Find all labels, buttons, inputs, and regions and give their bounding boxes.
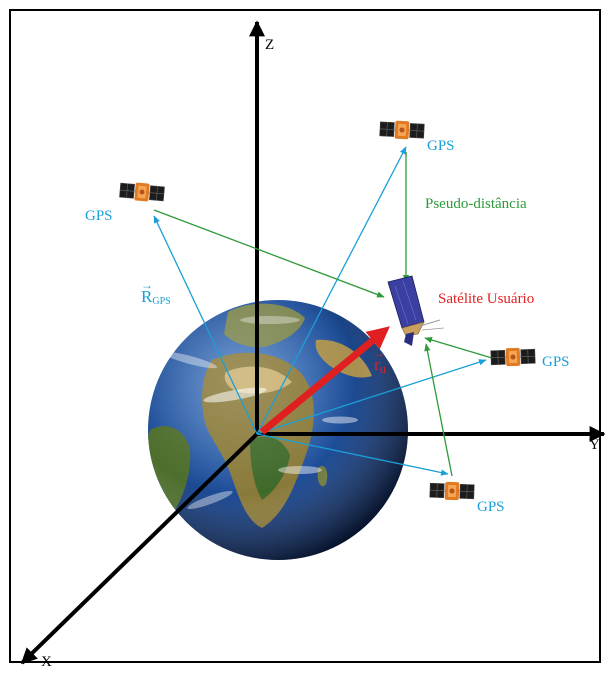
gps-label-left: GPS — [85, 208, 113, 224]
gps-label-top: GPS — [427, 138, 455, 154]
r-gps-vector-top — [256, 146, 407, 435]
r-gps-vector-left — [153, 215, 258, 435]
pseudo-range-vectors — [153, 152, 493, 477]
z-axis-label: Z — [265, 37, 275, 53]
diagram-frame — [9, 9, 601, 663]
r-u-vector — [259, 326, 390, 435]
gps-satellite-icon-top — [379, 119, 425, 141]
gps-satellite-icon-bottom — [429, 480, 475, 502]
earth-globe — [148, 300, 408, 560]
r-u-label: → ru — [373, 346, 387, 376]
gps-satellite-icon-left — [118, 180, 166, 204]
r-gps-vector-right — [256, 359, 487, 435]
pseudo-range-bottom — [424, 343, 453, 477]
gps-satellite-icon-right — [490, 346, 536, 368]
x-axis — [20, 432, 259, 665]
pseudo-range-right — [424, 337, 493, 359]
gps-label-bottom: GPS — [477, 499, 505, 515]
gps-position-vectors — [153, 146, 487, 476]
user-satellite-label: Satélite Usuário — [438, 291, 535, 307]
coordinate-axes — [20, 20, 606, 665]
user-satellite-icon — [387, 275, 445, 346]
x-axis-label: X — [41, 654, 52, 670]
y-axis-label: Y — [589, 437, 600, 453]
r-gps-label: → RGPS — [141, 278, 171, 307]
r-gps-vector-bottom — [256, 433, 449, 476]
vector-arrow-icon: → — [141, 278, 153, 292]
pseudo-distance-label: Pseudo-distância — [425, 196, 527, 212]
pseudo-range-left — [153, 209, 385, 298]
gps-label-right: GPS — [542, 354, 570, 370]
vector-arrow-icon: → — [373, 346, 385, 360]
